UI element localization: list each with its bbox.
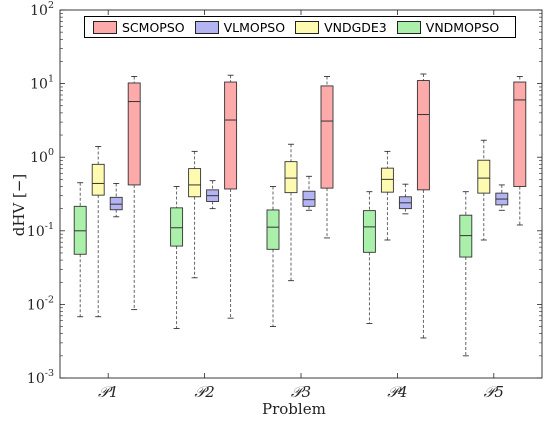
y-tick-exponent-0: -3 [45,368,54,379]
legend-swatch-vndmopso [396,20,421,34]
box-scmopso-1 [127,82,141,186]
legend-label-vlmopso: VLMOPSO [223,19,286,35]
y-tick-label-3: 100 [30,147,54,166]
legend-swatch-vlmopso [194,20,219,34]
box-vndmopso-3 [266,209,280,250]
x-tick-label-4: 𝒫4 [387,383,407,401]
y-tick-exponent-4: 1 [48,74,54,85]
box-scmopso-4 [416,80,430,191]
box-vndmopso-4 [362,210,376,253]
box-vndgde3-2 [188,168,202,198]
legend-item-vndmopso: VNDMOPSO [396,19,500,35]
y-tick-exponent-3: 0 [48,147,54,158]
box-vndmopso-2 [170,207,184,247]
x-axis-title: Problem [262,400,326,418]
box-scmopso-3 [320,85,334,189]
box-scmopso-2 [224,81,238,190]
y-tick-exponent-5: 2 [48,0,54,11]
y-tick-label-0: 10-3 [27,368,54,387]
legend: SCMOPSO VLMOPSO VNDGDE3 VNDMOPSO [84,16,516,38]
x-tick-label-3: 𝒫3 [291,383,311,401]
y-tick-label-2: 10-1 [27,221,54,240]
y-tick-label-1: 10-2 [27,294,54,313]
legend-item-vlmopso: VLMOPSO [194,19,286,35]
legend-item-vndgde3: VNDGDE3 [295,20,387,35]
box-vndgde3-5 [477,159,491,194]
y-axis-title: dHV [−] [10,173,28,237]
box-vlmopso-3 [302,190,316,207]
legend-label-vndmopso: VNDMOPSO [425,19,500,35]
legend-swatch-vndgde3 [295,20,320,34]
legend-swatch-scmopso [93,20,117,34]
x-tick-label-2: 𝒫2 [194,383,214,401]
legend-label-scmopso: SCMOPSO [122,19,185,35]
box-scmopso-5 [513,81,527,187]
box-vndgde3-4 [380,167,394,193]
y-tick-label-5: 102 [30,0,54,19]
box-vndgde3-3 [284,161,298,194]
y-tick-exponent-2: -1 [45,221,54,232]
legend-item-scmopso: SCMOPSO [93,20,185,35]
plot-background [60,10,542,378]
box-vlmopso-1 [109,196,123,211]
box-vndmopso-1 [73,205,87,255]
y-tick-exponent-1: -2 [45,294,54,305]
legend-label-vndgde3: VNDGDE3 [324,19,387,35]
y-tick-label-4: 101 [30,74,54,93]
box-vndgde3-1 [91,163,105,196]
x-tick-label-5: 𝒫5 [484,383,504,401]
x-tick-label-1: 𝒫1 [98,383,118,401]
